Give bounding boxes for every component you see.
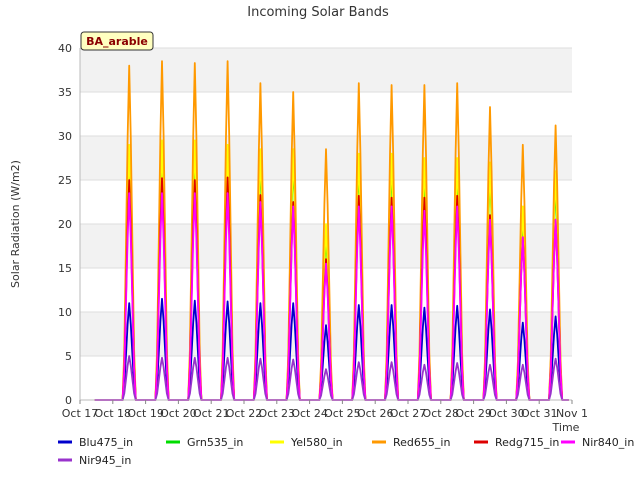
y-tick-label: 15: [58, 262, 72, 275]
y-tick-label: 20: [58, 218, 72, 231]
grid-band: [80, 48, 572, 92]
legend-item-grn535_in: Grn535_in: [166, 436, 243, 449]
x-tick-label: Oct 18: [95, 407, 132, 420]
y-tick-label: 30: [58, 130, 72, 143]
legend-item-nir840_in: Nir840_in: [561, 436, 634, 449]
legend-label: Nir840_in: [582, 436, 634, 449]
axes: [79, 48, 572, 401]
x-tick-label: Oct 26: [357, 407, 394, 420]
legend-label: Grn535_in: [187, 436, 243, 449]
legend-label: Nir945_in: [79, 454, 131, 467]
legend-label: Redg715_in: [495, 436, 559, 449]
x-axis-label: Time: [552, 421, 580, 434]
legend-item-redg715_in: Redg715_in: [474, 436, 559, 449]
y-tick-label: 10: [58, 306, 72, 319]
x-tick-label: Oct 19: [127, 407, 164, 420]
legend-item-yel580_in: Yel580_in: [270, 436, 343, 449]
x-tick-label: Oct 29: [455, 407, 492, 420]
legend-item-blu475_in: Blu475_in: [58, 436, 133, 449]
y-axis-label: Solar Radiation (W/m2): [9, 160, 22, 288]
x-tick-label: Oct 23: [259, 407, 296, 420]
x-tick-label: Oct 27: [390, 407, 427, 420]
badge-box: [80, 31, 154, 51]
legend: Blu475_in Grn535_in Yel580_in Red655_in Redg…: [58, 436, 634, 467]
x-tick-label: Oct 30: [488, 407, 525, 420]
legend-item-nir945_in: Nir945_in: [58, 454, 131, 467]
chart-title: Incoming Solar Bands: [247, 5, 389, 20]
badge: BA_arable: [80, 31, 154, 51]
legend-item-red655_in: Red655_in: [372, 436, 450, 449]
y-tick-label: 25: [58, 174, 72, 187]
x-tick-label: Oct 21: [193, 407, 230, 420]
x-tick-label: Oct 28: [423, 407, 460, 420]
badge-label: BA_arable: [86, 35, 148, 48]
y-tick-label: 35: [58, 86, 72, 99]
y-tick-labels: 0 5 10 15 20 25 30 35 40: [58, 42, 72, 407]
legend-label: Blu475_in: [79, 436, 133, 449]
x-tick-label: Oct 25: [324, 407, 361, 420]
y-tick-label: 0: [65, 394, 72, 407]
y-tick-label: 40: [58, 42, 72, 55]
x-tick-label: Nov 1: [556, 407, 588, 420]
x-tick-label: Oct 24: [291, 407, 328, 420]
x-tick-label: Oct 20: [160, 407, 197, 420]
x-tick-label: Oct 17: [62, 407, 99, 420]
y-tick-label: 5: [65, 350, 72, 363]
x-tick-label: Oct 22: [226, 407, 263, 420]
legend-label: Yel580_in: [290, 436, 343, 449]
legend-label: Red655_in: [393, 436, 450, 449]
x-tick-label: Oct 31: [521, 407, 558, 420]
